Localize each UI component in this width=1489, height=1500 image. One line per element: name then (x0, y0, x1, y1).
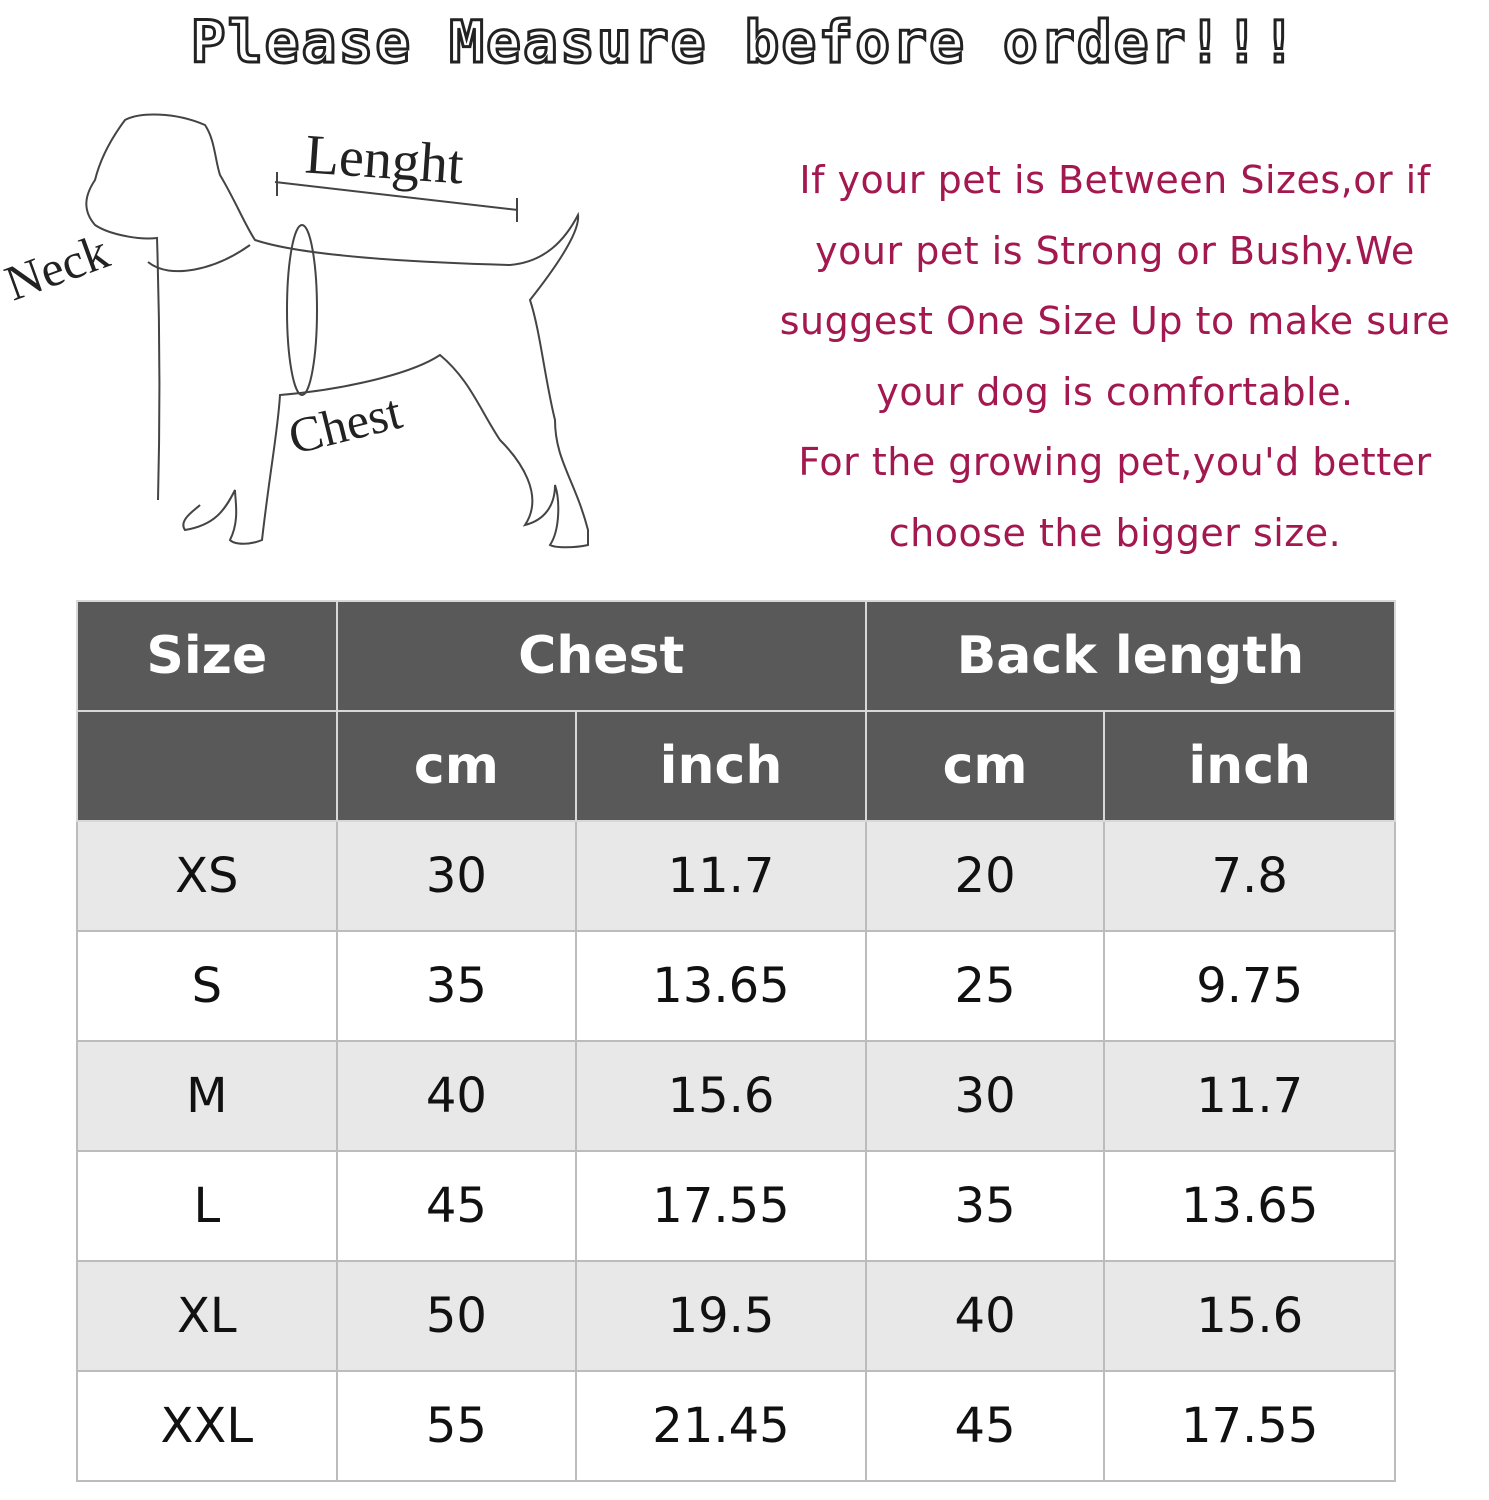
size-cell: L (76, 1150, 338, 1262)
measurement-cell: 50 (335, 1260, 578, 1372)
size-chart-table: Size Chest Back length cm inch cm inch X… (76, 600, 1397, 1482)
empty-header (76, 710, 338, 822)
page-title: Please Measure before order!!! (189, 7, 1299, 78)
measurement-cell: 19.5 (575, 1260, 867, 1372)
size-header: Size (76, 600, 338, 712)
advice-line: suggest One Size Up to make sure (779, 299, 1451, 343)
measurement-cell: 45 (864, 1370, 1106, 1482)
unit-header: cm (335, 710, 578, 822)
table-row: XL 50 19.5 40 15.6 (76, 1260, 1396, 1372)
measurement-cell: 7.8 (1103, 820, 1396, 932)
advice-line: If your pet is Between Sizes,or if (799, 158, 1431, 202)
measurement-cell: 15.6 (1103, 1260, 1396, 1372)
table-row: M 40 15.6 30 11.7 (76, 1040, 1396, 1152)
measurement-cell: 13.65 (1103, 1150, 1396, 1262)
size-cell: S (76, 930, 338, 1042)
size-cell: XL (76, 1260, 338, 1372)
size-cell: XXL (76, 1370, 338, 1482)
dog-outline-illustration (85, 113, 589, 549)
table-row: L 45 17.55 35 13.65 (76, 1150, 1396, 1262)
measurement-cell: 40 (335, 1040, 578, 1152)
back-length-header: Back length (864, 600, 1397, 712)
header-row: Size Chest Back length (76, 600, 1397, 712)
unit-header: inch (575, 710, 867, 822)
measurement-cell: 35 (335, 930, 578, 1042)
table-row: S 35 13.65 25 9.75 (76, 930, 1396, 1042)
measurement-cell: 21.45 (575, 1370, 867, 1482)
measurement-cell: 35 (864, 1150, 1106, 1262)
size-cell: M (76, 1040, 338, 1152)
measurement-cell: 9.75 (1103, 930, 1396, 1042)
table-row: XXL 55 21.45 45 17.55 (76, 1370, 1396, 1482)
size-cell: XS (76, 820, 338, 932)
measurement-cell: 40 (864, 1260, 1106, 1372)
measurement-cell: 30 (335, 820, 578, 932)
advice-line: your pet is Strong or Bushy.We (815, 228, 1415, 273)
measurement-cell: 30 (864, 1040, 1106, 1152)
measurement-cell: 13.65 (575, 930, 867, 1042)
measurement-cell: 55 (335, 1370, 578, 1482)
table-row: XS 30 11.7 20 7.8 (76, 820, 1396, 932)
measurement-cell: 11.7 (1103, 1040, 1396, 1152)
measurement-cell: 15.6 (575, 1040, 867, 1152)
sizing-advice: If your pet is Between Sizes,or if your … (740, 145, 1489, 568)
measurement-cell: 45 (335, 1150, 578, 1262)
unit-header: cm (864, 710, 1106, 822)
measurement-cell: 25 (864, 930, 1106, 1042)
unit-header-row: cm inch cm inch (76, 710, 1396, 822)
measurement-cell: 11.7 (575, 820, 867, 932)
length-label: Lenght (303, 123, 466, 197)
advice-line: choose the bigger size. (888, 510, 1342, 555)
advice-line: For the growing pet,you'd better (798, 440, 1432, 484)
chest-header: Chest (335, 600, 867, 712)
advice-line: your dog is comfortable. (876, 369, 1354, 414)
measurement-cell: 20 (864, 820, 1106, 932)
unit-header: inch (1103, 710, 1396, 822)
measurement-cell: 17.55 (575, 1150, 867, 1262)
measurement-cell: 17.55 (1103, 1370, 1396, 1482)
